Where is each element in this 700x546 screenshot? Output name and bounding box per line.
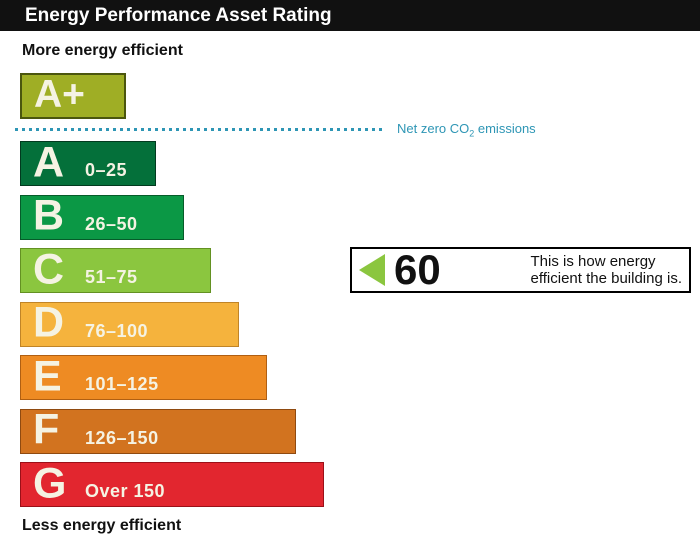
band-b-range: 26–50 <box>85 213 138 234</box>
band-c: C 51–75 <box>20 248 211 293</box>
band-d: D 76–100 <box>20 298 239 347</box>
band-e: E 101–125 <box>20 355 267 400</box>
net-zero-label-suffix: emissions <box>474 121 536 136</box>
band-a: A 0–25 <box>20 141 156 186</box>
band-c-range: 51–75 <box>85 267 138 287</box>
band-f: F 126–150 <box>20 405 296 454</box>
rating-description: This is how energy efficient the buildin… <box>531 253 683 287</box>
band-g: G Over 150 <box>20 462 324 507</box>
band-e-range: 101–125 <box>85 374 159 394</box>
net-zero-label: Net zero CO2 emissions <box>397 121 536 139</box>
band-f-range: 126–150 <box>85 427 159 448</box>
rating-bands: A 0–25 B 26–50 C 51–75 D 76–100 E 101–12… <box>20 141 324 507</box>
band-b: B 26–50 <box>20 191 184 240</box>
rating-value: 60 <box>394 246 441 293</box>
band-a-plus: A+ <box>20 73 126 119</box>
less-efficient-label: Less energy efficient <box>22 517 182 534</box>
rating-description-line2: efficient the building is. <box>530 270 683 287</box>
band-g-range: Over 150 <box>85 481 166 501</box>
rating-indicator-box: 60 This is how energy efficient the buil… <box>350 247 691 293</box>
band-g-letter: G <box>33 459 67 508</box>
band-b-letter: B <box>33 191 65 240</box>
rating-description-line1: This is how energy <box>530 253 656 270</box>
chart-title: Energy Performance Asset Rating <box>0 0 700 31</box>
band-a-plus-letter: A+ <box>34 73 85 116</box>
net-zero-label-subscript: 2 <box>469 128 475 139</box>
net-zero-label-prefix: Net zero CO <box>397 121 470 136</box>
rating-arrow-icon <box>359 254 385 286</box>
band-a-range: 0–25 <box>85 160 128 180</box>
band-d-letter: D <box>33 298 65 347</box>
more-efficient-label: More energy efficient <box>22 42 183 59</box>
band-a-letter: A <box>33 138 65 187</box>
band-c-letter: C <box>33 245 65 294</box>
band-e-letter: E <box>33 352 62 401</box>
net-zero-dotted-line <box>15 128 385 131</box>
band-f-letter: F <box>33 405 60 454</box>
band-d-range: 76–100 <box>85 320 149 341</box>
